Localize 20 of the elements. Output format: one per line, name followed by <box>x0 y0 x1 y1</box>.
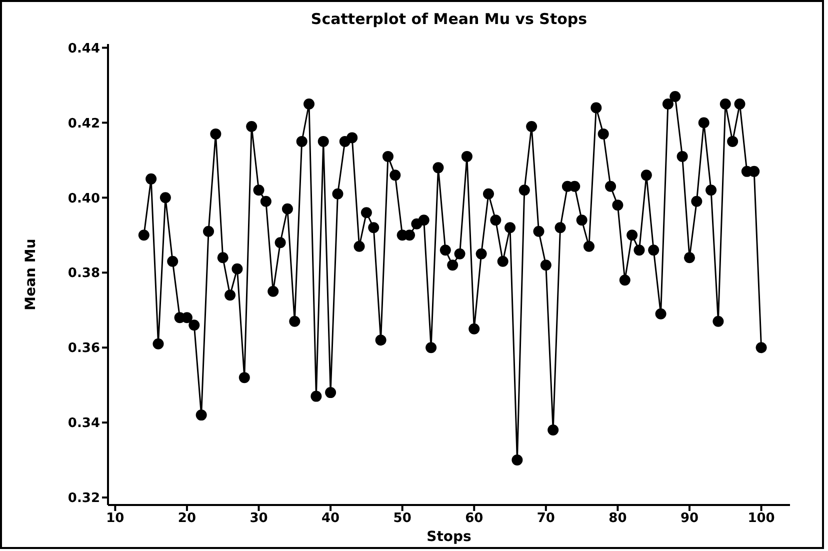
x-tick-label: 10 <box>106 511 124 526</box>
x-axis-title: Stops <box>426 529 472 545</box>
x-tick-label: 100 <box>748 511 775 526</box>
y-axis-title: Mean Mu <box>22 238 39 310</box>
y-tick-label: 0.34 <box>68 416 100 432</box>
x-tick-label: 60 <box>465 511 484 526</box>
x-tick-label: 20 <box>178 511 196 526</box>
y-tick-label: 0.32 <box>68 491 100 506</box>
y-tick-label: 0.36 <box>68 341 100 356</box>
y-tick-label: 0.44 <box>68 41 100 56</box>
chart-title: Scatterplot of Mean Mu vs Stops <box>310 10 588 28</box>
x-tick-label: 90 <box>680 511 699 526</box>
y-tick-label: 0.40 <box>68 191 100 206</box>
x-tick-label: 80 <box>608 511 627 526</box>
x-tick-label: 40 <box>322 511 340 526</box>
y-tick-label: 0.38 <box>68 266 100 282</box>
y-tick-label: 0.42 <box>68 116 100 132</box>
x-tick-label: 70 <box>536 511 555 526</box>
x-tick-label: 50 <box>393 511 412 526</box>
x-tick-label: 30 <box>250 511 268 526</box>
